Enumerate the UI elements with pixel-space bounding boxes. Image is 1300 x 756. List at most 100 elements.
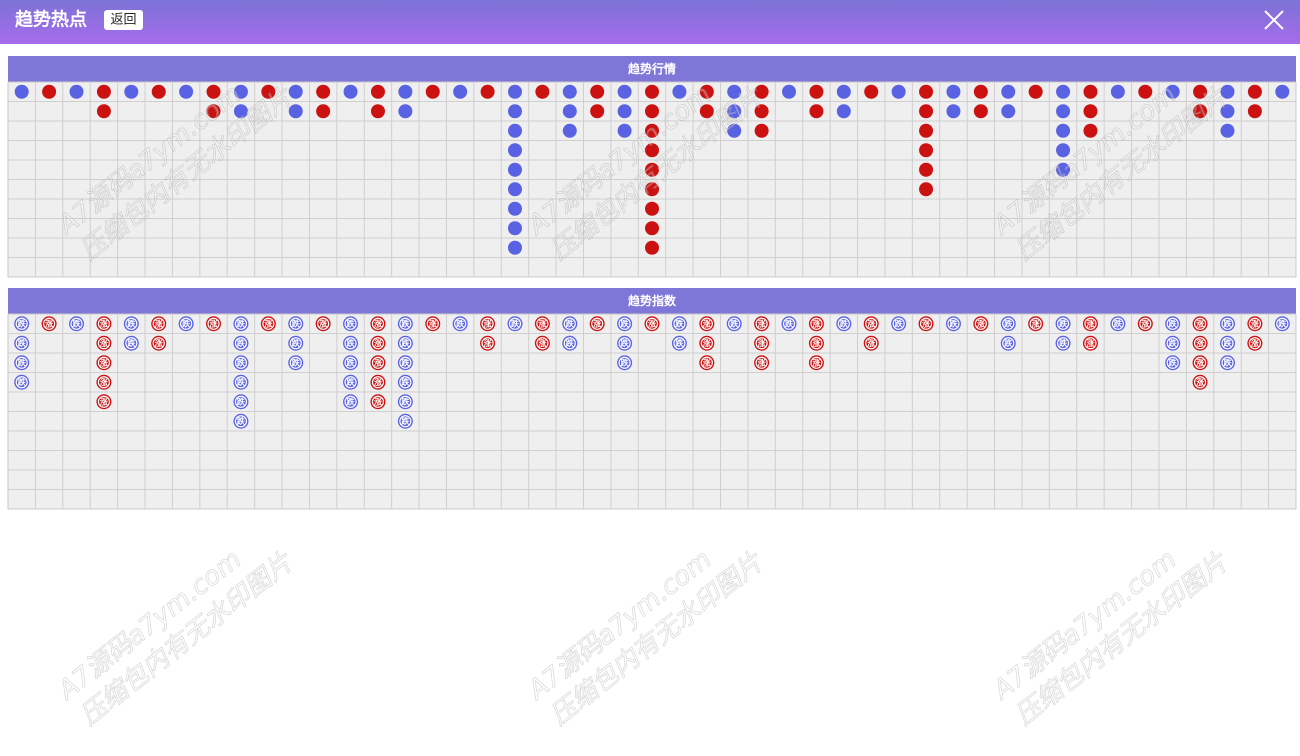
trend-badge-ring [1193, 356, 1207, 369]
trend-badge-ring [563, 317, 576, 330]
trend-badge-ring [371, 317, 385, 330]
trend-badge-label: 跌 [292, 338, 301, 348]
trend-badge-label: 涨 [1251, 318, 1259, 328]
trend-badge-ring [1193, 376, 1207, 389]
trend-badge-label: 涨 [1196, 357, 1204, 367]
trend-badge-ring [125, 337, 138, 350]
trend-badge-label: 涨 [210, 318, 218, 328]
trend-badge-ring [618, 356, 631, 369]
trend-dot [919, 182, 934, 197]
trend-dot [590, 84, 605, 99]
trend-dot [261, 84, 276, 99]
trend-badge-label: 跌 [1004, 318, 1013, 328]
trend-badge-label: 涨 [703, 338, 711, 348]
trend-dot [809, 104, 824, 119]
trend-dot [754, 104, 769, 119]
trend-badge-ring [317, 317, 330, 330]
trend-badge-ring [1221, 337, 1234, 350]
trend-badge-ring [234, 395, 248, 408]
trend-dot [946, 84, 961, 99]
trend-dot [919, 162, 934, 177]
trend-badge-ring [180, 317, 193, 330]
trend-dot [69, 84, 84, 99]
trend-badge-ring [755, 317, 768, 330]
trend-badge-label: 涨 [812, 318, 820, 328]
trend-badge-label: 跌 [237, 416, 246, 426]
trend-badge-ring [399, 395, 412, 408]
trend-badge-label: 跌 [237, 318, 246, 328]
trend-badge-label: 涨 [758, 357, 766, 367]
trend-dot [316, 104, 331, 119]
trend-dot [1056, 143, 1071, 158]
trend-dot [370, 104, 385, 119]
trend-dot [507, 201, 522, 216]
trend-dot [1247, 84, 1262, 99]
trend-dot [1220, 84, 1235, 99]
trend-badge-label: 跌 [840, 318, 849, 328]
trend-badge-ring [563, 337, 576, 350]
trend-badge-ring [1002, 337, 1015, 350]
back-button-label[interactable]: 返回 [110, 13, 136, 28]
trend-dot [507, 162, 522, 177]
trend-dot [398, 84, 413, 99]
trend-badge-ring [919, 317, 933, 330]
trend-badge-label: 跌 [1059, 338, 1068, 348]
trend-badge-label: 涨 [484, 318, 492, 328]
trend-dot [233, 84, 248, 99]
trend-dot [1275, 84, 1290, 99]
trend-badge-ring [234, 317, 248, 330]
trend-badge-ring [1248, 317, 1261, 330]
trend-badge-label: 涨 [703, 318, 711, 328]
section-title: 趋势行情 [628, 61, 676, 76]
trend-dot [727, 84, 742, 99]
trend-badge-label: 涨 [484, 338, 492, 348]
trend-dot [507, 104, 522, 119]
trend-dot [836, 104, 851, 119]
back-button[interactable] [104, 10, 143, 30]
trend-badge-label: 涨 [1196, 338, 1204, 348]
trend-dot [782, 84, 797, 99]
trend-badge-ring [1139, 317, 1152, 330]
trend-badge-label: 涨 [100, 318, 108, 328]
close-button[interactable] [1264, 10, 1284, 30]
trend-dot [1028, 84, 1043, 99]
trend-badge-label: 涨 [374, 377, 382, 387]
trend-badge-ring [97, 395, 111, 408]
trend-badge-label: 跌 [347, 338, 356, 348]
trend-badge-label: 跌 [675, 338, 684, 348]
trend-badge-ring [399, 317, 412, 330]
trend-badge-label: 涨 [593, 318, 601, 328]
trend-badge-ring [234, 415, 248, 428]
trend-badge-label: 跌 [237, 377, 246, 387]
trend-badge-ring [1221, 356, 1234, 369]
trend-badge-ring [15, 356, 28, 369]
trend-badge-label: 跌 [730, 318, 739, 328]
trend-dot [206, 84, 221, 99]
trend-badge-label: 跌 [18, 318, 27, 328]
trend-badge-ring [97, 356, 111, 369]
trend-dot [645, 201, 659, 216]
trend-badge-label: 涨 [703, 357, 711, 367]
trend-badge-label: 跌 [18, 357, 27, 367]
trend-badge-label: 跌 [566, 338, 575, 348]
trend-badge-label: 跌 [1114, 318, 1123, 328]
trend-dot [699, 84, 714, 99]
trend-badge-ring [1002, 317, 1015, 330]
trend-dot [617, 84, 632, 99]
trend-badge-label: 跌 [621, 357, 630, 367]
trend-badge-label: 涨 [155, 338, 163, 348]
trend-dot [1138, 84, 1153, 99]
trend-dot [1083, 123, 1098, 138]
trend-badge-ring [700, 356, 713, 369]
trend-dot [919, 123, 934, 138]
trend-badge-ring [1084, 337, 1097, 350]
trend-badge-ring [1166, 356, 1179, 369]
trend-dot [1220, 104, 1235, 119]
trend-dot [617, 123, 632, 138]
trend-badge-label: 跌 [949, 318, 958, 328]
trend-dot [1083, 104, 1098, 119]
trend-badge-label: 涨 [374, 338, 382, 348]
trend-dot [645, 84, 659, 99]
trend-badge-label: 跌 [1223, 357, 1232, 367]
